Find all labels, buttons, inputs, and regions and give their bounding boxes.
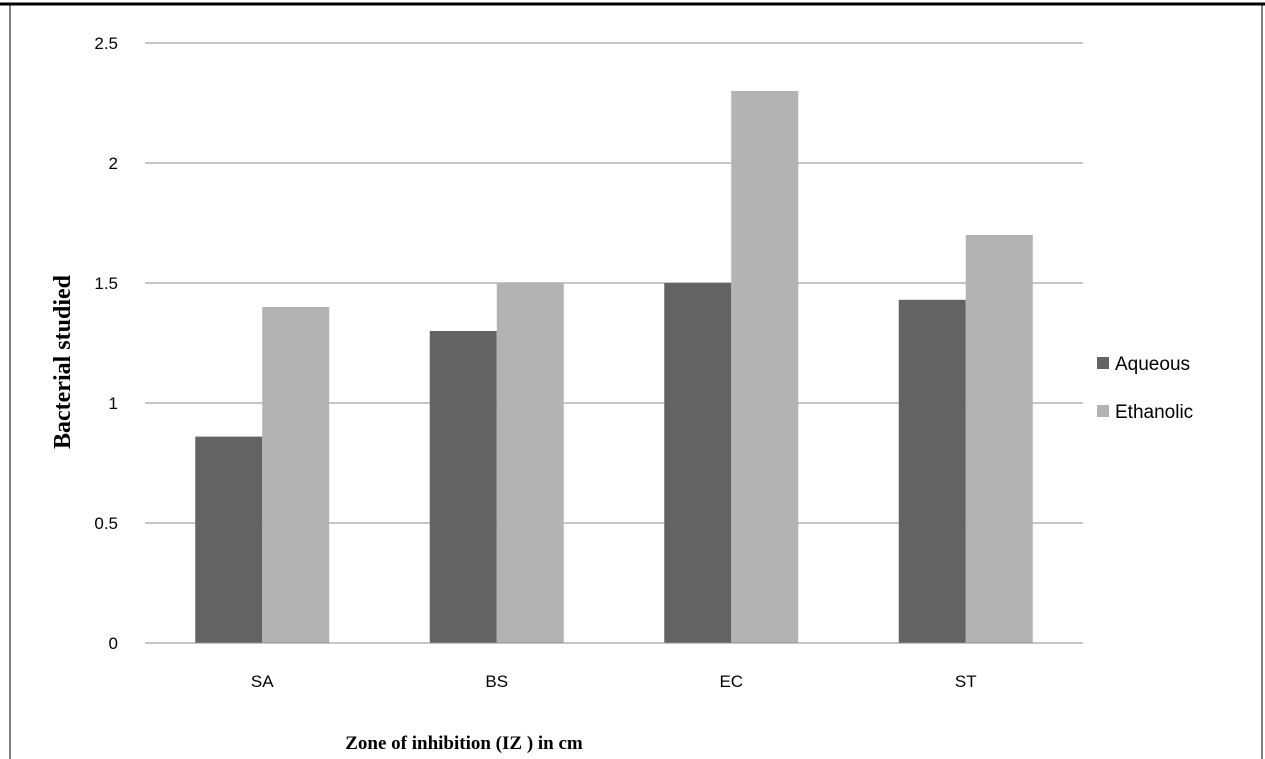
bars xyxy=(195,91,1033,643)
y-tick-label: 2.5 xyxy=(94,34,118,53)
y-tick-label: 2 xyxy=(109,154,118,173)
y-tick-labels: 0 0.5 1 1.5 2 2.5 xyxy=(94,34,118,653)
x-tick-label: EC xyxy=(719,672,743,691)
y-tick-label: 1.5 xyxy=(94,274,118,293)
y-axis-title: Bacterial studied xyxy=(50,274,76,449)
x-tick-label: SA xyxy=(251,672,274,691)
bar-ethanolic-sa xyxy=(262,307,330,643)
y-tick-label: 0 xyxy=(109,634,118,653)
bar-aqueous-sa xyxy=(195,436,263,643)
legend-swatch-ethanolic xyxy=(1097,405,1109,417)
legend-swatch-aqueous xyxy=(1097,357,1109,369)
legend: Aqueous Ethanolic xyxy=(1097,354,1193,423)
legend-label-ethanolic: Ethanolic xyxy=(1115,402,1193,423)
bar-ethanolic-st xyxy=(965,235,1033,643)
bar-aqueous-bs xyxy=(429,331,497,643)
bar-ethanolic-ec xyxy=(731,91,799,643)
y-tick-label: 0.5 xyxy=(94,514,118,533)
x-tick-label: ST xyxy=(955,672,977,691)
y-tick-label: 1 xyxy=(109,394,118,413)
x-tick-labels: SA BS EC ST xyxy=(251,672,977,691)
x-axis-title: Zone of inhibition (IZ ) in cm xyxy=(345,733,583,754)
x-tick-label: BS xyxy=(485,672,508,691)
legend-label-aqueous: Aqueous xyxy=(1115,354,1190,375)
bar-aqueous-ec xyxy=(664,283,732,643)
bar-aqueous-st xyxy=(898,299,966,643)
bar-ethanolic-bs xyxy=(496,283,564,643)
